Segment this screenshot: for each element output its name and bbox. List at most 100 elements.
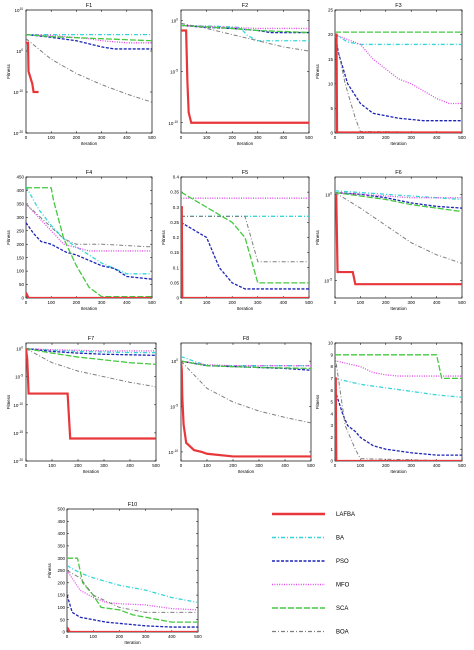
chart-f1: F10 100 200 300 400 500Iteration10-2010-10100…	[6, 3, 156, 146]
y-tick-label: 100	[16, 48, 23, 54]
x-tick-label: 400	[123, 135, 131, 140]
chart-title: F4	[86, 170, 92, 176]
x-tick-label: 300	[407, 300, 415, 305]
y-tick-label: 50	[19, 282, 25, 287]
y-tick-base: 10	[325, 192, 331, 197]
series-line-lafba	[335, 377, 462, 461]
y-tick-exponent: 10	[19, 7, 23, 11]
y-tick-label: 500	[57, 507, 65, 512]
series-line-sca	[335, 354, 462, 380]
series-line-sca	[26, 33, 152, 42]
y-axis-label: Fitness	[47, 563, 52, 578]
y-tick-label: 350	[57, 544, 65, 549]
x-tick-label: 300	[407, 463, 415, 468]
chart-title: F9	[395, 336, 401, 342]
y-tick-label: 100	[57, 605, 65, 610]
y-tick-label: 10	[328, 81, 334, 86]
x-tick-label: 200	[382, 135, 390, 140]
y-tick-label: 0.15	[170, 250, 179, 255]
y-tick-label: 7	[330, 376, 333, 381]
x-tick-label: 300	[254, 135, 262, 140]
y-tick-label: 6	[330, 388, 333, 393]
chart-title: F2	[242, 3, 248, 9]
x-tick-label: 400	[280, 300, 288, 305]
x-tick-label: 200	[228, 135, 236, 140]
x-tick-label: 400	[126, 463, 134, 468]
y-tick-label: 1010	[14, 7, 23, 13]
x-axis-label: Iteration	[237, 141, 254, 146]
y-tick-label: 2	[330, 435, 333, 440]
y-axis-label: Fitness	[315, 64, 320, 79]
series-line-boa	[26, 38, 152, 103]
x-tick-label: 100	[89, 634, 97, 639]
y-tick-label: 20	[328, 32, 334, 37]
y-tick-label: 250	[16, 228, 24, 233]
y-tick-label: 0.25	[170, 220, 179, 225]
y-tick-label: 10-10	[13, 89, 23, 95]
y-tick-base: 10	[16, 49, 22, 54]
y-tick-label: 10-15	[13, 430, 23, 436]
x-axis-label: Iteration	[390, 306, 407, 311]
y-tick-exponent: 0	[330, 191, 332, 195]
y-tick-label: 25	[328, 8, 334, 13]
series-line-pso	[181, 221, 309, 290]
y-tick-label: 100	[171, 358, 178, 364]
x-tick-label: 0	[180, 135, 183, 140]
x-tick-label: 500	[305, 135, 313, 140]
series-line-lafba	[335, 194, 462, 286]
y-tick-base: 10	[168, 121, 174, 126]
x-tick-label: 300	[98, 135, 106, 140]
plot-frame	[180, 9, 310, 134]
x-axis-label: Iteration	[237, 306, 254, 311]
x-tick-label: 0	[334, 300, 337, 305]
x-tick-label: 300	[407, 135, 415, 140]
y-tick-exponent: -15	[18, 430, 23, 434]
y-tick-exponent: -5	[175, 69, 178, 73]
y-tick-label: 10-5	[324, 278, 332, 284]
y-tick-exponent: -5	[20, 374, 23, 378]
series-line-pso	[335, 390, 462, 456]
y-tick-label: 10-5	[15, 374, 23, 380]
x-tick-label: 400	[123, 300, 131, 305]
y-tick-label: 0	[330, 459, 333, 464]
series-line-sca	[181, 360, 311, 370]
x-axis-label: Iteration	[81, 306, 98, 311]
y-tick-exponent: -5	[329, 278, 332, 282]
x-tick-label: 100	[47, 300, 55, 305]
x-axis-label: Iteration	[124, 640, 141, 645]
series-line-ba	[335, 34, 462, 46]
y-tick-label: 3	[330, 423, 333, 428]
x-tick-label: 300	[98, 300, 106, 305]
chart-title: F3	[395, 3, 401, 9]
y-tick-label: 15	[328, 57, 334, 62]
y-tick-label: 1	[330, 447, 333, 452]
chart-title: F6	[395, 170, 401, 176]
x-tick-label: 400	[168, 634, 176, 639]
x-tick-label: 200	[229, 463, 237, 468]
plot-frame	[66, 508, 199, 633]
series-line-lafba	[26, 348, 156, 440]
x-tick-label: 500	[148, 300, 156, 305]
y-tick-base: 10	[13, 403, 19, 408]
x-tick-label: 100	[357, 463, 365, 468]
x-tick-label: 300	[142, 634, 150, 639]
y-axis-label: Fitness	[161, 230, 166, 245]
series-line-lafba	[67, 626, 198, 632]
series-line-pso	[67, 594, 198, 628]
y-axis-label: Fitness	[315, 230, 320, 245]
chart-f6: F60 100 200 300 400 500Iteration10-5100Fitnes…	[315, 170, 466, 311]
legend-label-mfo: MFO	[336, 583, 350, 589]
chart-f9: F9 0 100 200 300 400 500 Iteration 0 1 2 3 4 5 6 7 8 9 10 F…	[315, 336, 466, 474]
series-line-boa	[335, 192, 462, 264]
y-tick-label: 10-5	[170, 404, 178, 410]
chart-title: F10	[128, 502, 137, 508]
x-tick-label: 200	[74, 463, 82, 468]
x-tick-label: 100	[47, 135, 55, 140]
y-tick-label: 400	[16, 188, 24, 193]
y-tick-base: 10	[168, 450, 174, 455]
y-tick-base: 10	[170, 70, 176, 75]
series-line-ba	[335, 377, 462, 398]
y-tick-label: 200	[16, 242, 24, 247]
y-tick-exponent: -10	[18, 89, 23, 93]
